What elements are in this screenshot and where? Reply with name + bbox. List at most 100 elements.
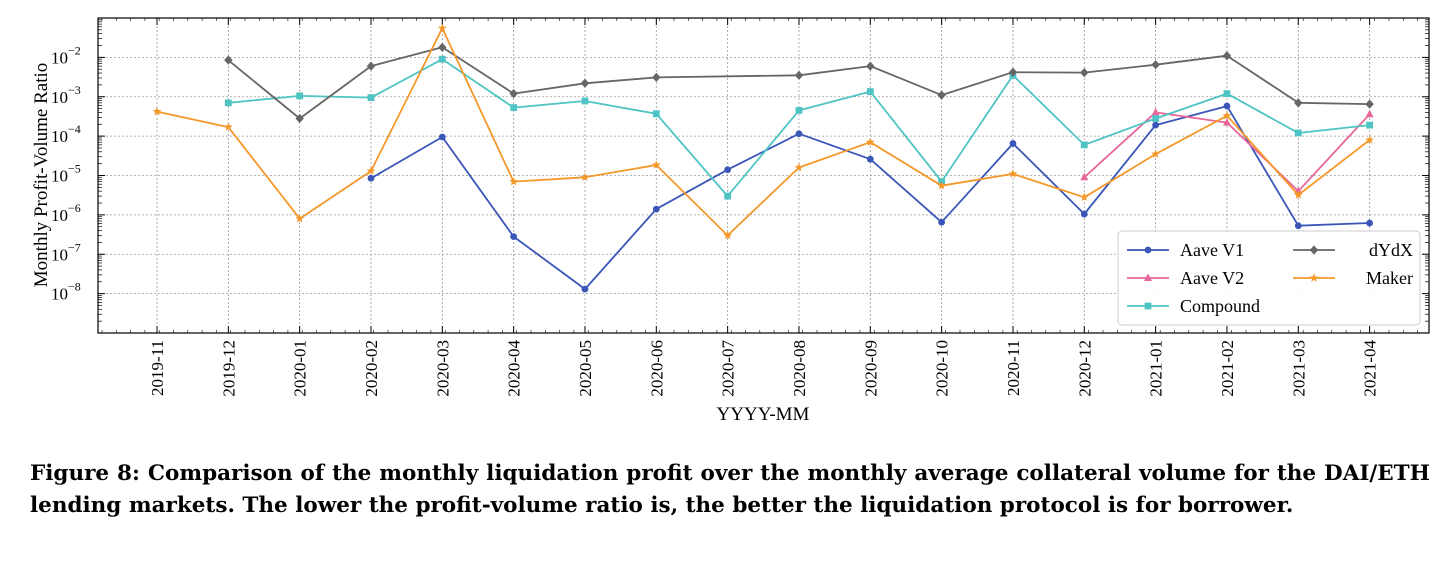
legend-item: Compound	[1127, 296, 1260, 316]
legend-frame	[1117, 230, 1421, 326]
data-point	[366, 166, 376, 175]
data-point	[1009, 140, 1017, 147]
data-point	[1152, 115, 1160, 122]
x-tick-label: 2020-10	[933, 340, 952, 397]
series-maker	[152, 23, 1374, 240]
legend: Aave V1 Aave V2 Compound dYdX Maker	[1117, 230, 1421, 326]
y-tick-label: 10	[51, 167, 68, 186]
data-point	[152, 106, 162, 116]
x-tick-label: 2021-01	[1147, 340, 1166, 397]
x-tick-label: 2021-03	[1289, 340, 1308, 397]
data-point	[1080, 172, 1089, 181]
y-tick-label: 10	[51, 127, 68, 146]
x-tick-label: 2020-05	[576, 340, 595, 397]
y-tick-exponent: −6	[68, 201, 81, 215]
x-tick-label: 2019-12	[219, 340, 238, 397]
data-point	[795, 107, 803, 114]
data-point	[652, 205, 660, 213]
data-point	[723, 230, 733, 240]
data-point	[580, 172, 590, 182]
data-point	[1293, 190, 1303, 199]
x-tick-label: 2020-08	[790, 340, 809, 397]
data-point	[1079, 192, 1089, 201]
data-point	[1294, 98, 1303, 108]
x-tick-label: 2019-11	[148, 340, 167, 396]
data-point	[866, 88, 874, 96]
series-layer	[152, 23, 1374, 293]
data-point	[794, 162, 804, 172]
series-dydx	[224, 42, 1374, 124]
y-axis-ticks: 10−810−710−610−510−410−310−2	[51, 43, 1429, 304]
y-tick-exponent: −2	[68, 43, 81, 57]
y-axis-label: Monthly Profit-Volume Ratio	[31, 63, 52, 287]
data-point	[438, 42, 447, 52]
data-point	[1152, 121, 1160, 129]
series-line	[156, 27, 1371, 237]
data-point	[437, 23, 447, 32]
x-tick-label: 2020-12	[1075, 340, 1094, 397]
x-tick-label: 2020-07	[719, 340, 738, 397]
data-point	[510, 104, 518, 112]
data-point	[367, 174, 375, 182]
data-point	[937, 181, 946, 190]
data-point	[438, 133, 446, 141]
x-tick-label: 2020-06	[647, 340, 666, 397]
x-tick-label: 2020-01	[291, 340, 310, 397]
data-point	[366, 61, 376, 71]
legend-label: Compound	[1180, 296, 1260, 316]
data-point	[795, 130, 803, 138]
data-point	[1366, 219, 1374, 227]
data-point	[1365, 109, 1374, 118]
data-point	[652, 110, 660, 118]
legend-item: Aave V2	[1127, 268, 1244, 288]
data-point	[1294, 222, 1302, 230]
legend-label: dYdX	[1369, 240, 1413, 260]
y-tick-label: 10	[51, 206, 68, 225]
legend-swatch-marker	[1309, 245, 1319, 255]
data-point	[367, 94, 375, 102]
x-tick-label: 2020-11	[1004, 340, 1023, 396]
data-point	[866, 155, 874, 163]
data-point	[1080, 141, 1088, 149]
data-point	[224, 55, 233, 65]
legend-swatch-marker	[1144, 246, 1152, 254]
data-point	[1151, 60, 1160, 70]
x-tick-label: 2020-03	[433, 340, 452, 397]
y-tick-exponent: −7	[68, 240, 81, 254]
data-point	[510, 233, 518, 241]
data-point	[724, 192, 732, 200]
data-point	[296, 92, 304, 100]
x-tick-label: 2021-02	[1218, 340, 1237, 397]
data-point	[724, 166, 732, 174]
data-point	[295, 214, 305, 223]
y-tick-label: 10	[51, 285, 68, 304]
data-point	[1222, 111, 1232, 120]
data-point	[1080, 68, 1089, 78]
legend-item: dYdX	[1293, 240, 1413, 260]
y-tick-label: 10	[51, 48, 68, 67]
data-point	[509, 89, 518, 99]
data-point	[651, 160, 661, 169]
data-point	[438, 55, 446, 63]
data-point	[794, 70, 804, 80]
x-axis-ticks: 2019-11 2019-12 2020-01 2020-02 2020-03 2020-…	[148, 18, 1380, 397]
x-axis-label: YYYY-MM	[717, 404, 810, 425]
series-aave-v2	[1080, 107, 1374, 195]
x-tick-label: 2020-09	[861, 340, 880, 397]
y-tick-exponent: −4	[68, 122, 81, 136]
legend-swatch-marker	[1144, 273, 1152, 281]
legend-label: Aave V2	[1180, 268, 1244, 288]
legend-item: Maker	[1293, 268, 1413, 288]
data-point	[1365, 135, 1374, 144]
data-point	[223, 122, 233, 131]
data-point	[1366, 121, 1374, 129]
data-point	[580, 78, 590, 88]
series-line	[227, 46, 1370, 120]
legend-label: Maker	[1366, 268, 1413, 288]
y-tick-label: 10	[51, 88, 68, 107]
data-point	[509, 177, 519, 186]
data-point	[1222, 118, 1231, 126]
data-point	[865, 137, 875, 146]
legend-swatch-marker	[1309, 273, 1319, 282]
chart: 10−810−710−610−510−410−310−2 2019-11 2019…	[31, 17, 1430, 425]
